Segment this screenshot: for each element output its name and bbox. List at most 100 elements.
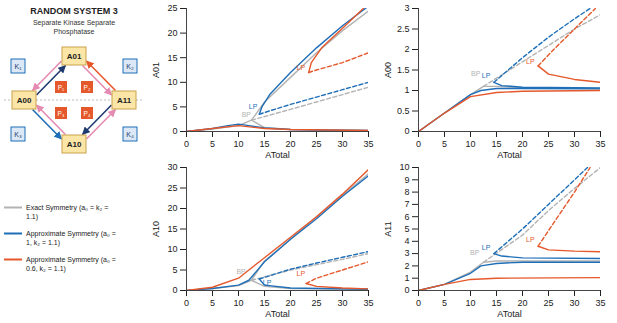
svg-text:20: 20 [285, 298, 295, 308]
svg-text:1, k₂ = 1.1): 1, k₂ = 1.1) [26, 239, 60, 247]
svg-text:LP: LP [526, 58, 535, 65]
svg-text:15: 15 [167, 53, 177, 63]
svg-text:0: 0 [416, 139, 421, 149]
svg-text:15: 15 [259, 298, 269, 308]
svg-text:35: 35 [595, 298, 605, 308]
svg-text:RANDOM SYSTEM 3: RANDOM SYSTEM 3 [30, 6, 118, 16]
svg-text:K₄: K₄ [126, 131, 134, 138]
svg-text:30: 30 [337, 139, 347, 149]
svg-text:7: 7 [404, 199, 409, 209]
svg-text:LP: LP [297, 270, 306, 277]
svg-text:0: 0 [184, 298, 189, 308]
svg-text:10: 10 [465, 298, 475, 308]
svg-text:10: 10 [465, 139, 475, 149]
svg-text:25: 25 [167, 3, 177, 13]
svg-text:A00: A00 [383, 62, 393, 78]
svg-text:20: 20 [285, 139, 295, 149]
svg-text:P₄: P₄ [84, 110, 91, 117]
svg-text:5: 5 [210, 298, 215, 308]
svg-text:35: 35 [363, 298, 373, 308]
svg-text:BP: BP [470, 249, 480, 256]
svg-text:20: 20 [517, 298, 527, 308]
svg-text:LP: LP [526, 236, 535, 243]
svg-text:3: 3 [404, 3, 409, 13]
svg-text:Separate Kinase Separate: Separate Kinase Separate [33, 19, 115, 27]
svg-text:15: 15 [167, 224, 177, 234]
svg-text:ATotal: ATotal [497, 150, 521, 160]
svg-text:K₃: K₃ [14, 131, 22, 138]
svg-text:K₂: K₂ [126, 63, 134, 70]
svg-text:LP: LP [297, 64, 306, 71]
svg-text:10: 10 [167, 244, 177, 254]
svg-text:BP: BP [242, 111, 252, 118]
svg-text:BP: BP [236, 268, 246, 275]
svg-text:5: 5 [172, 265, 177, 275]
svg-text:0.5: 0.5 [397, 106, 410, 116]
svg-text:A10: A10 [67, 140, 82, 149]
svg-text:A01: A01 [151, 62, 161, 78]
svg-text:10: 10 [233, 298, 243, 308]
svg-text:A10: A10 [151, 221, 161, 237]
svg-text:1.1): 1.1) [26, 213, 38, 221]
svg-text:1.5: 1.5 [397, 65, 410, 75]
svg-text:A11: A11 [117, 96, 132, 105]
svg-text:0: 0 [404, 285, 409, 295]
svg-text:A01: A01 [67, 52, 82, 61]
svg-text:25: 25 [311, 298, 321, 308]
svg-text:30: 30 [569, 298, 579, 308]
svg-text:Approximate Symmetry (a₀ =: Approximate Symmetry (a₀ = [26, 230, 116, 238]
svg-text:0: 0 [184, 139, 189, 149]
svg-text:ATotal: ATotal [265, 150, 289, 160]
svg-text:10: 10 [399, 162, 409, 172]
svg-text:25: 25 [167, 183, 177, 193]
svg-text:9: 9 [404, 175, 409, 185]
svg-text:2: 2 [404, 44, 409, 54]
svg-text:4: 4 [404, 236, 409, 246]
svg-text:2.5: 2.5 [397, 24, 410, 34]
svg-text:P₃: P₃ [58, 110, 65, 117]
svg-text:20: 20 [517, 139, 527, 149]
svg-text:6: 6 [404, 212, 409, 222]
svg-text:1: 1 [404, 85, 409, 95]
svg-text:5: 5 [210, 139, 215, 149]
svg-text:BP: BP [471, 70, 481, 77]
svg-text:ATotal: ATotal [497, 309, 521, 319]
svg-text:5: 5 [404, 224, 409, 234]
svg-text:Phosphatase: Phosphatase [54, 28, 95, 36]
svg-text:1: 1 [404, 273, 409, 283]
svg-text:0.6, k₂ = 1.1): 0.6, k₂ = 1.1) [26, 265, 66, 273]
svg-text:K₁: K₁ [14, 63, 22, 70]
svg-text:15: 15 [491, 139, 501, 149]
svg-text:35: 35 [595, 139, 605, 149]
svg-text:P₁: P₁ [58, 84, 65, 91]
svg-text:8: 8 [404, 187, 409, 197]
svg-text:25: 25 [311, 139, 321, 149]
svg-text:ATotal: ATotal [265, 309, 289, 319]
svg-text:LP: LP [482, 244, 491, 251]
svg-text:0: 0 [404, 126, 409, 136]
svg-text:0: 0 [416, 298, 421, 308]
svg-text:20: 20 [167, 203, 177, 213]
svg-text:30: 30 [167, 162, 177, 172]
svg-text:10: 10 [167, 77, 177, 87]
svg-text:3: 3 [404, 248, 409, 258]
svg-text:20: 20 [167, 28, 177, 38]
svg-text:5: 5 [442, 139, 447, 149]
svg-text:5: 5 [172, 102, 177, 112]
svg-text:35: 35 [363, 139, 373, 149]
svg-text:15: 15 [491, 298, 501, 308]
svg-text:25: 25 [543, 139, 553, 149]
svg-text:15: 15 [259, 139, 269, 149]
svg-text:10: 10 [233, 139, 243, 149]
svg-text:0: 0 [172, 126, 177, 136]
svg-text:A11: A11 [383, 221, 393, 236]
svg-text:25: 25 [543, 298, 553, 308]
svg-text:Approximate Symmetry (a₀ =: Approximate Symmetry (a₀ = [26, 256, 116, 264]
svg-text:2: 2 [404, 261, 409, 271]
svg-text:P₂: P₂ [84, 84, 91, 91]
svg-text:LP: LP [249, 103, 258, 110]
svg-text:5: 5 [442, 298, 447, 308]
svg-text:LP: LP [263, 279, 272, 286]
svg-text:30: 30 [337, 298, 347, 308]
svg-text:30: 30 [569, 139, 579, 149]
